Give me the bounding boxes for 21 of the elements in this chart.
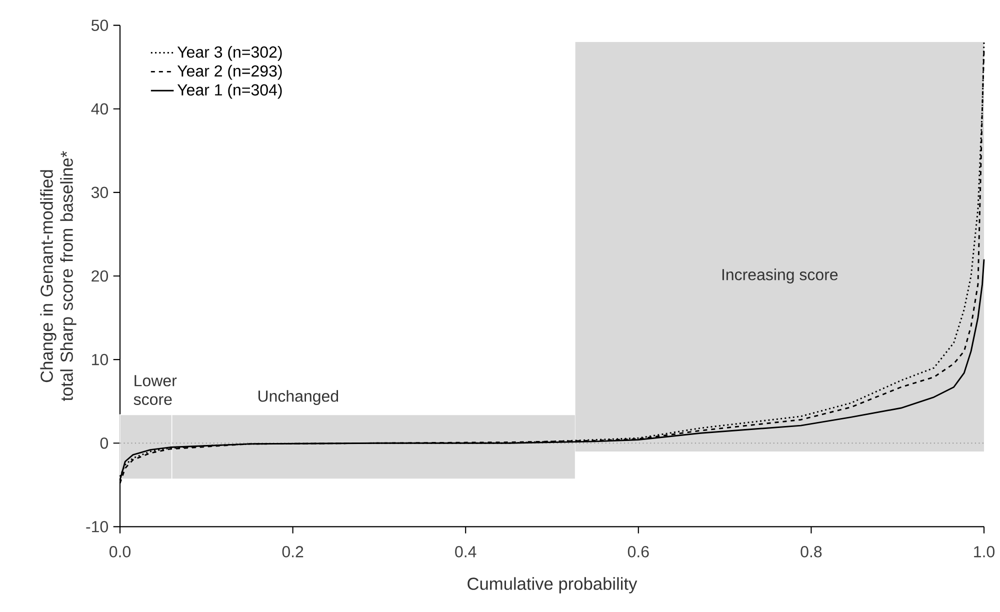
x-tick-label: 0.4 <box>455 546 476 558</box>
band-label: Increasing score <box>722 268 838 284</box>
y-tick-label: 50 <box>91 20 108 31</box>
x-axis-title: Cumulative probability <box>468 577 638 594</box>
legend-label: Year 3 (n=302) <box>177 46 282 61</box>
y-tick-label: 10 <box>92 354 108 366</box>
legend-label: Year 2 (n=293) <box>177 64 282 80</box>
y-tick-label: 30 <box>91 186 108 198</box>
x-tick-label: 0.6 <box>628 546 649 558</box>
x-tick-label: 0.0 <box>110 546 131 558</box>
y-tick-label: -10 <box>86 521 108 532</box>
band-label: Unchanged <box>258 390 338 405</box>
y-tick-label: 0 <box>100 437 108 449</box>
legend-label: Year 1 (n=304) <box>177 84 282 99</box>
y-tick-label: 20 <box>92 270 108 282</box>
y-axis-title: Change in Genant-modified total Sharp score from baseline* <box>40 151 76 401</box>
band-label: Lower score <box>134 375 177 405</box>
x-tick-label: 1.0 <box>974 546 995 558</box>
x-tick-label: 0.2 <box>282 546 304 558</box>
y-tick-label: 40 <box>91 103 108 115</box>
x-tick-label: 0.8 <box>800 546 822 558</box>
